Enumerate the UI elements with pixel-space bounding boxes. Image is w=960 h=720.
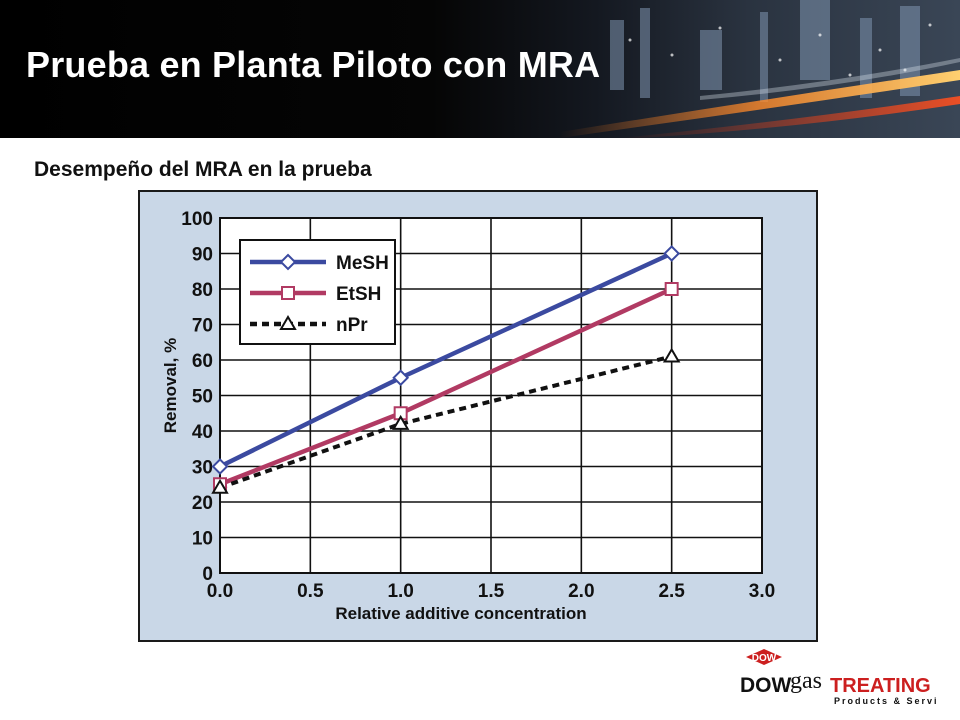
data-point-mesh xyxy=(663,245,681,262)
x-tick-label: 0.0 xyxy=(207,581,233,602)
y-tick-label: 30 xyxy=(192,458,213,479)
x-axis-label: Relative additive concentration xyxy=(335,604,586,623)
data-point-npr xyxy=(662,347,681,363)
legend-label-mesh: MeSH xyxy=(336,253,389,274)
dow-diamond-badge-icon xyxy=(746,649,782,665)
y-axis-ticks: 0 10 20 30 40 50 60 70 80 90 100 xyxy=(181,209,213,585)
x-tick-label: 3.0 xyxy=(749,581,775,602)
logo-word-dow: DOW xyxy=(740,674,792,697)
y-tick-label: 20 xyxy=(192,493,213,514)
x-tick-label: 2.5 xyxy=(658,581,685,602)
legend-marker-etsh xyxy=(281,286,295,300)
data-point-mesh xyxy=(392,369,410,387)
data-point-npr xyxy=(391,414,410,430)
x-tick-label: 1.0 xyxy=(387,581,413,602)
dow-gas-treating-logo: DOW DOW gas TREATING Products & Services xyxy=(736,648,958,714)
y-tick-label: 0 xyxy=(202,564,213,585)
y-tick-label: 40 xyxy=(192,422,213,443)
chart-legend: MeSH EtSH nPr xyxy=(239,239,396,345)
y-tick-label: 90 xyxy=(192,245,213,266)
logo-tagline: Products & Services xyxy=(834,696,936,706)
logo-word-treating: TREATING xyxy=(830,675,931,697)
y-tick-label: 70 xyxy=(192,316,213,337)
y-tick-label: 100 xyxy=(181,209,213,230)
plot-area-border xyxy=(219,217,763,574)
logo-word-gas: gas xyxy=(790,668,822,694)
dow-logo-graphic: DOW DOW gas TREATING Products & Services xyxy=(740,649,958,706)
data-point-npr xyxy=(211,478,229,494)
y-tick-label: 10 xyxy=(192,529,213,550)
slide-title: Prueba en Planta Piloto con MRA xyxy=(26,44,601,85)
y-tick-label: 50 xyxy=(192,387,213,408)
x-tick-label: 2.0 xyxy=(568,581,594,602)
y-tick-label: 60 xyxy=(192,351,213,372)
data-point-etsh xyxy=(664,282,679,296)
header-background-image xyxy=(560,0,960,138)
series-markers xyxy=(211,245,681,494)
x-tick-label: 0.5 xyxy=(297,581,324,602)
series-line-npr xyxy=(219,354,673,490)
logo-badge-text: DOW xyxy=(752,653,777,664)
chart-panel: 0 10 20 30 40 50 60 70 80 90 100 0.0 0.5 1.0 1.5 2.0 2.… xyxy=(138,190,818,642)
legend-marker-mesh xyxy=(279,253,297,271)
removal-line-chart: 0 10 20 30 40 50 60 70 80 90 100 0.0 0.5 1.0 1.5 2.0 2.… xyxy=(161,209,775,623)
y-tick-label: 80 xyxy=(192,280,213,301)
legend-marker-npr xyxy=(279,315,297,330)
legend-label-npr: nPr xyxy=(336,315,368,336)
slide-subtitle: Desempeño del MRA en la prueba xyxy=(34,158,372,181)
x-axis-ticks: 0.0 0.5 1.0 1.5 2.0 2.5 3.0 xyxy=(207,581,775,602)
legend-label-etsh: EtSH xyxy=(336,284,381,305)
header-banner: Prueba en Planta Piloto con MRA xyxy=(0,0,960,138)
y-axis-label: Removal, % xyxy=(161,338,180,433)
x-tick-label: 1.5 xyxy=(478,581,505,602)
data-point-mesh xyxy=(211,458,229,475)
